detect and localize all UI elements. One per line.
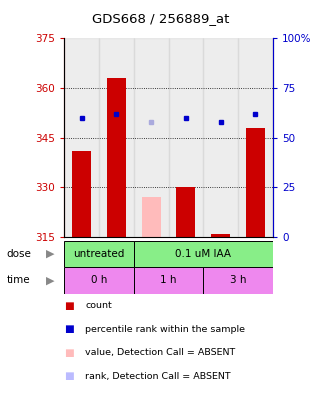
Bar (246, 128, 265, 237)
Bar (203, 267, 273, 294)
Text: 0 h: 0 h (91, 275, 107, 286)
Bar (211, 234, 230, 237)
Bar (134, 38, 169, 237)
Text: 0.1 uM IAA: 0.1 uM IAA (175, 249, 231, 259)
Text: ▶: ▶ (46, 275, 54, 286)
Text: ■: ■ (64, 371, 74, 381)
Bar (134, 241, 273, 267)
Bar (64, 241, 134, 267)
Text: time: time (6, 275, 30, 286)
Bar (134, 267, 203, 294)
Text: percentile rank within the sample: percentile rank within the sample (85, 325, 245, 334)
Text: 3 h: 3 h (230, 275, 246, 286)
Text: GDS668 / 256889_at: GDS668 / 256889_at (92, 12, 229, 25)
Bar (238, 38, 273, 237)
Bar (64, 267, 134, 294)
Bar (203, 38, 238, 237)
Text: count: count (85, 301, 112, 310)
Text: ■: ■ (64, 348, 74, 358)
Bar (142, 197, 161, 237)
Bar (64, 38, 99, 237)
Text: ▶: ▶ (46, 249, 54, 259)
Text: ■: ■ (64, 324, 74, 334)
Text: 1 h: 1 h (160, 275, 177, 286)
Bar (99, 38, 134, 237)
Text: dose: dose (6, 249, 31, 259)
Text: rank, Detection Call = ABSENT: rank, Detection Call = ABSENT (85, 372, 231, 381)
Text: value, Detection Call = ABSENT: value, Detection Call = ABSENT (85, 348, 235, 357)
Bar (176, 187, 195, 237)
Bar (169, 38, 203, 237)
Bar (72, 151, 91, 237)
Text: untreated: untreated (73, 249, 125, 259)
Bar (107, 78, 126, 237)
Text: ■: ■ (64, 301, 74, 311)
